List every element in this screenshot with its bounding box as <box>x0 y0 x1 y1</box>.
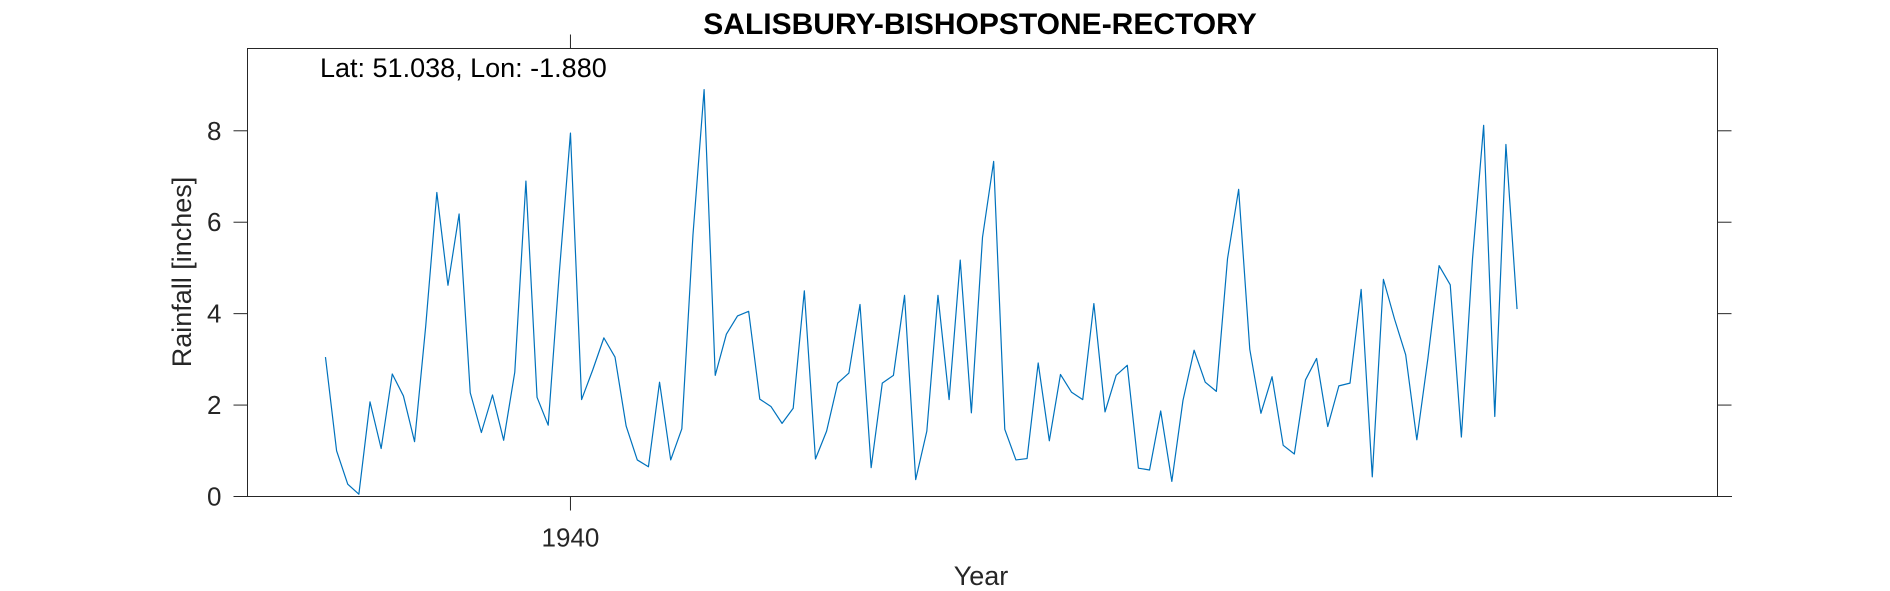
location-annotation: Lat: 51.038, Lon: -1.880 <box>320 53 607 83</box>
series-layer <box>324 89 1518 495</box>
y-tick-label: 6 <box>207 207 221 237</box>
y-axis-label: Rainfall [inches] <box>167 177 197 368</box>
plot-frame <box>247 48 1718 497</box>
x-axis-ticks: 1940 <box>542 34 600 553</box>
y-tick-label: 4 <box>207 299 221 329</box>
x-tick-label: 1940 <box>542 523 600 553</box>
rainfall-series-line <box>324 89 1518 495</box>
chart-title: SALISBURY-BISHOPSTONE-RECTORY <box>703 8 1256 41</box>
y-axis-ticks: 0 2 4 6 8 <box>207 116 1732 512</box>
x-axis-label: Year <box>954 561 1009 591</box>
y-tick-label: 8 <box>207 116 221 146</box>
y-tick-label: 0 <box>207 482 221 512</box>
plot-area: 0 2 4 6 8 1940 <box>207 34 1732 553</box>
y-tick-label: 2 <box>207 390 221 420</box>
